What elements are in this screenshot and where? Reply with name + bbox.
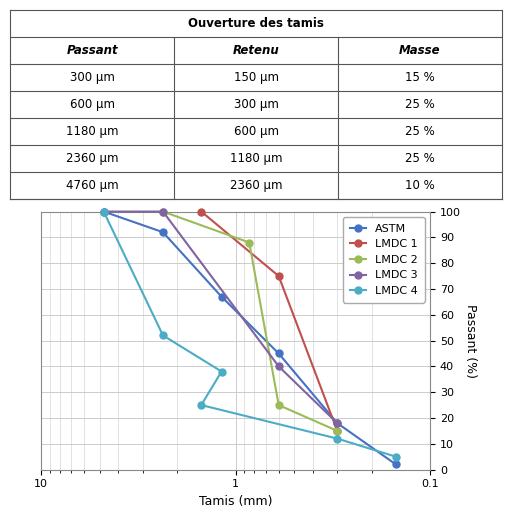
LMDC 4 bbox=[219, 368, 225, 375]
LMDC 3 bbox=[334, 420, 340, 426]
ASTM bbox=[219, 294, 225, 300]
LMDC 2 bbox=[275, 402, 282, 408]
Line: LMDC 1: LMDC 1 bbox=[198, 208, 340, 434]
Text: 25 %: 25 % bbox=[405, 125, 435, 138]
LMDC 4 bbox=[198, 402, 204, 408]
Text: 4760 μm: 4760 μm bbox=[66, 179, 118, 192]
ASTM bbox=[101, 208, 107, 215]
LMDC 3 bbox=[160, 208, 166, 215]
LMDC 1 bbox=[334, 428, 340, 434]
LMDC 4 bbox=[334, 436, 340, 442]
Text: 25 %: 25 % bbox=[405, 98, 435, 111]
Text: 2360 μm: 2360 μm bbox=[230, 179, 282, 192]
Text: 300 μm: 300 μm bbox=[70, 71, 115, 84]
ASTM bbox=[393, 461, 399, 467]
Line: ASTM: ASTM bbox=[100, 208, 399, 468]
Text: 2360 μm: 2360 μm bbox=[66, 152, 118, 165]
Line: LMDC 2: LMDC 2 bbox=[160, 208, 340, 434]
LMDC 4 bbox=[160, 332, 166, 338]
LMDC 1 bbox=[275, 273, 282, 279]
Text: Ouverture des tamis: Ouverture des tamis bbox=[188, 17, 324, 30]
Text: 10 %: 10 % bbox=[405, 179, 435, 192]
LMDC 3 bbox=[101, 208, 107, 215]
Text: 15 %: 15 % bbox=[405, 71, 435, 84]
Line: LMDC 4: LMDC 4 bbox=[100, 208, 399, 460]
LMDC 1 bbox=[198, 208, 204, 215]
ASTM bbox=[275, 350, 282, 357]
Text: 600 μm: 600 μm bbox=[70, 98, 115, 111]
Text: Passant: Passant bbox=[67, 44, 118, 57]
Line: LMDC 3: LMDC 3 bbox=[100, 208, 340, 427]
Text: 600 μm: 600 μm bbox=[233, 125, 279, 138]
LMDC 2 bbox=[160, 208, 166, 215]
Text: 300 μm: 300 μm bbox=[233, 98, 279, 111]
Text: Retenu: Retenu bbox=[232, 44, 280, 57]
LMDC 3 bbox=[275, 363, 282, 369]
Text: 150 μm: 150 μm bbox=[233, 71, 279, 84]
LMDC 4 bbox=[393, 454, 399, 460]
ASTM bbox=[160, 229, 166, 235]
LMDC 4 bbox=[101, 208, 107, 215]
Text: 1180 μm: 1180 μm bbox=[230, 152, 282, 165]
LMDC 2 bbox=[246, 239, 252, 246]
LMDC 2 bbox=[334, 428, 340, 434]
Legend: ASTM, LMDC 1, LMDC 2, LMDC 3, LMDC 4: ASTM, LMDC 1, LMDC 2, LMDC 3, LMDC 4 bbox=[343, 217, 424, 303]
ASTM bbox=[334, 420, 340, 426]
Y-axis label: Passant (%): Passant (%) bbox=[464, 303, 478, 378]
Text: Masse: Masse bbox=[399, 44, 441, 57]
Text: 25 %: 25 % bbox=[405, 152, 435, 165]
Text: 1180 μm: 1180 μm bbox=[66, 125, 118, 138]
X-axis label: Tamis (mm): Tamis (mm) bbox=[199, 495, 272, 508]
